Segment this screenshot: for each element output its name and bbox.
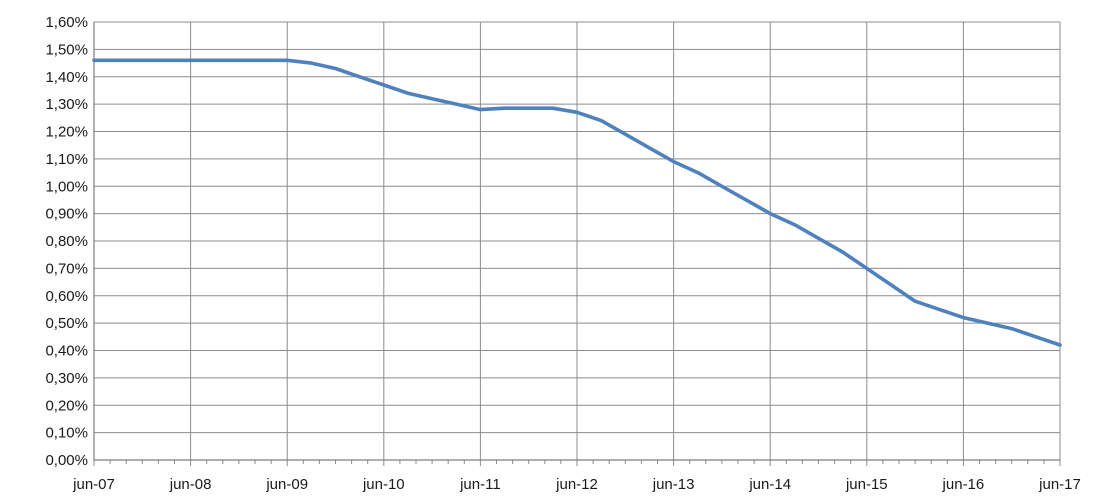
y-tick-label: 1,00%	[45, 178, 88, 195]
series-line	[92, 58, 1062, 347]
y-tick-label: 0,00%	[45, 452, 88, 469]
y-tick-label: 1,20%	[45, 124, 88, 141]
x-tick-label: jun-09	[265, 476, 308, 493]
y-tick-label: 0,50%	[45, 315, 88, 332]
x-tick-label: jun-10	[362, 476, 405, 493]
x-tick-label: jun-13	[652, 476, 695, 493]
y-tick-label: 0,70%	[45, 260, 88, 277]
axes	[93, 22, 1061, 466]
y-tick-label: 1,30%	[45, 96, 88, 113]
x-tick-label: jun-07	[72, 476, 115, 493]
x-tick-label: jun-11	[459, 476, 501, 493]
y-tick-label: 0,60%	[45, 288, 88, 305]
y-tick-label: 1,50%	[45, 41, 88, 58]
y-tick-label: 1,60%	[45, 14, 88, 31]
y-tick-label: 1,40%	[45, 69, 88, 86]
y-tick-label: 0,10%	[45, 425, 88, 442]
y-tick-label: 0,40%	[45, 343, 88, 360]
x-tick-label: jun-17	[1038, 476, 1081, 493]
x-tick-label: jun-15	[845, 476, 888, 493]
y-tick-labels: 0,00% 0,10% 0,20% 0,30% 0,40% 0,50% 0,60% 0,70%…	[45, 14, 88, 469]
x-tick-label: jun-14	[748, 476, 791, 493]
series-layer	[92, 58, 1062, 347]
x-tick-label: jun-12	[555, 476, 598, 493]
x-tick-labels: jun-07 jun-08 jun-09 jun-10 jun-11 jun-12 jun-…	[72, 476, 1081, 493]
x-tick-label: jun-08	[169, 476, 212, 493]
y-tick-label: 0,20%	[45, 397, 88, 414]
grid	[93, 21, 1061, 461]
y-tick-label: 0,90%	[45, 206, 88, 223]
y-tick-label: 0,80%	[45, 233, 88, 250]
y-tick-label: 0,30%	[45, 370, 88, 387]
x-tick-label: jun-16	[942, 476, 985, 493]
y-tick-label: 1,10%	[45, 151, 88, 168]
